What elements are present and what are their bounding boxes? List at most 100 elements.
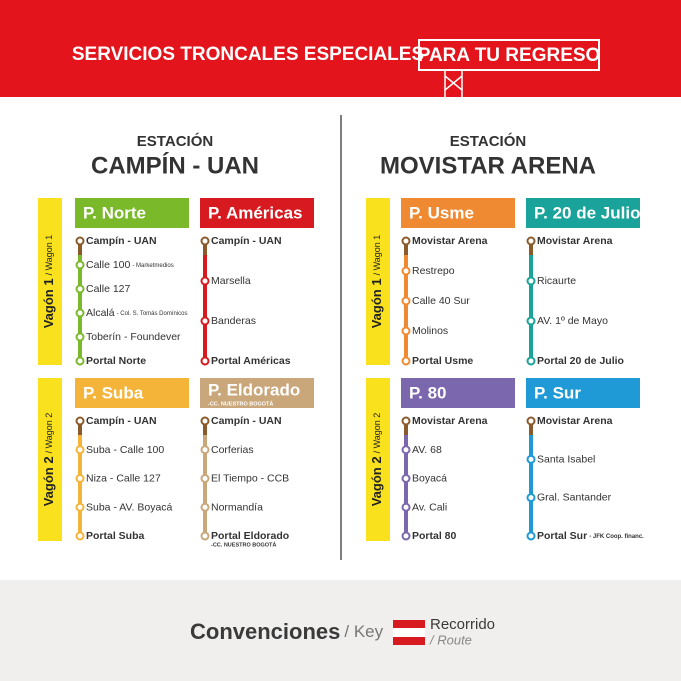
stop-name: Banderas (211, 315, 256, 327)
stop: Toberín - Foundever (86, 331, 181, 343)
stop: AV. 1º de Mayo (537, 315, 608, 327)
stop: Boyacá (412, 472, 447, 484)
stop-dot (75, 445, 85, 455)
stop-dot (526, 236, 536, 246)
route-name: P. 80 (409, 383, 447, 402)
stop: Av. Cali (412, 501, 447, 513)
wagon-name: Vagón 1 (369, 278, 384, 328)
stop: Movistar Arena (412, 415, 488, 427)
wagon-sub: / Wagon 1 (44, 235, 54, 276)
stop-dot (75, 284, 85, 294)
stop-dot (75, 416, 85, 426)
stop-note: - Col. S. Tomás Domínicos (117, 311, 188, 317)
stop-name: Niza - Calle 127 (86, 472, 161, 484)
stop-dot (401, 445, 411, 455)
wagon-name: Vagón 1 (41, 278, 56, 328)
stop-dot (526, 356, 536, 366)
stop: Suba - Calle 100 (86, 444, 164, 456)
stop: Portal Sur - JFK Coop. financ. (537, 530, 644, 542)
stop-name: Campín - UAN (86, 415, 157, 427)
stop-name: Calle 100 (86, 259, 131, 271)
legend-title: Convenciones / Key (190, 619, 384, 644)
legend-swatch-top (393, 620, 425, 628)
stop-note: -CC. NUESTRO BOGOTÁ (211, 541, 276, 548)
stop-dot (200, 236, 210, 246)
stop-dot (401, 266, 411, 276)
stop-name: Portal Suba (86, 530, 145, 542)
route-name: P. Américas (208, 203, 303, 222)
highlight-box (418, 39, 600, 71)
stop-dot (401, 356, 411, 366)
stop-dot (75, 474, 85, 483)
stop: Portal Eldorado (211, 530, 289, 542)
stop-dot (401, 296, 411, 306)
stop: Suba - AV. Boyacá (86, 501, 173, 513)
wagon-bar (38, 378, 62, 541)
legend-swatch-mid (393, 628, 425, 637)
stop: Campín - UAN (86, 415, 157, 427)
stop-dot (401, 531, 411, 541)
stop: Campín - UAN (211, 235, 282, 247)
stop: Portal Suba (86, 530, 145, 542)
stop: Campín - UAN (211, 415, 282, 427)
stop: Corferias (211, 444, 254, 456)
stop-name: Gral. Santander (537, 491, 612, 503)
stop-name: AV. 1º de Mayo (537, 315, 608, 327)
stop-name: Portal 80 (412, 530, 457, 542)
stop: El Tiempo - CCB (211, 472, 289, 484)
stop-note: - JFK Coop. financ. (589, 534, 644, 540)
route-name: P. Norte (83, 203, 146, 222)
wagon-label: Vagón 2 / Wagon 2 (369, 413, 384, 507)
stop-dot (526, 454, 536, 464)
stop: Calle 127 (86, 283, 131, 295)
station-label: ESTACIÓN (137, 132, 213, 150)
stop-dot (401, 416, 411, 426)
stop-name: Molinos (412, 325, 448, 337)
stop-name: Santa Isabel (537, 453, 595, 465)
stop-name: Normandía (211, 501, 263, 513)
stop-name: El Tiempo - CCB (211, 472, 289, 484)
stop-dot (75, 236, 85, 246)
stop-dot (200, 502, 210, 512)
legend-item: Recorrido (430, 616, 495, 633)
stop-name: AV. 68 (412, 444, 442, 456)
stop: Normandía (211, 501, 263, 513)
stop: Santa Isabel (537, 453, 595, 465)
stop-name: Toberín - Foundever (86, 331, 181, 343)
route-note: -CC. NUESTRO BOGOTÁ (208, 400, 273, 407)
stop-name: Av. Cali (412, 501, 447, 513)
stop-dot (200, 531, 210, 541)
wagon-sub: / Wagon 1 (372, 235, 382, 276)
legend-title-main: Convenciones (190, 619, 340, 644)
stop-name: Campín - UAN (211, 415, 282, 427)
stop-dot (75, 531, 85, 541)
stop: Calle 40 Sur (412, 295, 470, 307)
stop: Alcalá - Col. S. Tomás Domínicos (86, 307, 188, 319)
station-name: CAMPÍN - UAN (91, 151, 259, 179)
wagon-bar (366, 198, 390, 365)
stop-name: Suba - Calle 100 (86, 444, 164, 456)
stop-dot (526, 276, 536, 286)
route-name: P. Eldorado (208, 380, 300, 399)
stop-dot (75, 502, 85, 512)
scaffold (444, 70, 463, 97)
route-name: P. Suba (83, 383, 144, 402)
stop-note: - Marketmedios (132, 263, 173, 269)
legend-title-sub: / Key (344, 622, 383, 641)
legend-item-sub: / Route (429, 632, 472, 647)
stop: Calle 100- Marketmedios (86, 259, 174, 271)
stop-dot (200, 276, 210, 286)
stop-name: Portal Norte (86, 355, 146, 367)
header-title: SERVICIOS TRONCALES ESPECIALES (72, 44, 424, 65)
stop: Marsella (211, 275, 251, 287)
legend-swatch-bottom (393, 637, 425, 645)
header-highlight: PARA TU REGRESO (418, 45, 601, 66)
stop: Portal 80 (412, 530, 457, 542)
stop-name: Portal Américas (211, 355, 291, 367)
stop-name: Calle 40 Sur (412, 295, 470, 307)
stop: Campín - UAN (86, 235, 157, 247)
stop-name: Portal 20 de Julio (537, 355, 624, 367)
stop-dot (526, 416, 536, 426)
footer (0, 580, 681, 681)
stop-name: Restrepo (412, 265, 455, 277)
